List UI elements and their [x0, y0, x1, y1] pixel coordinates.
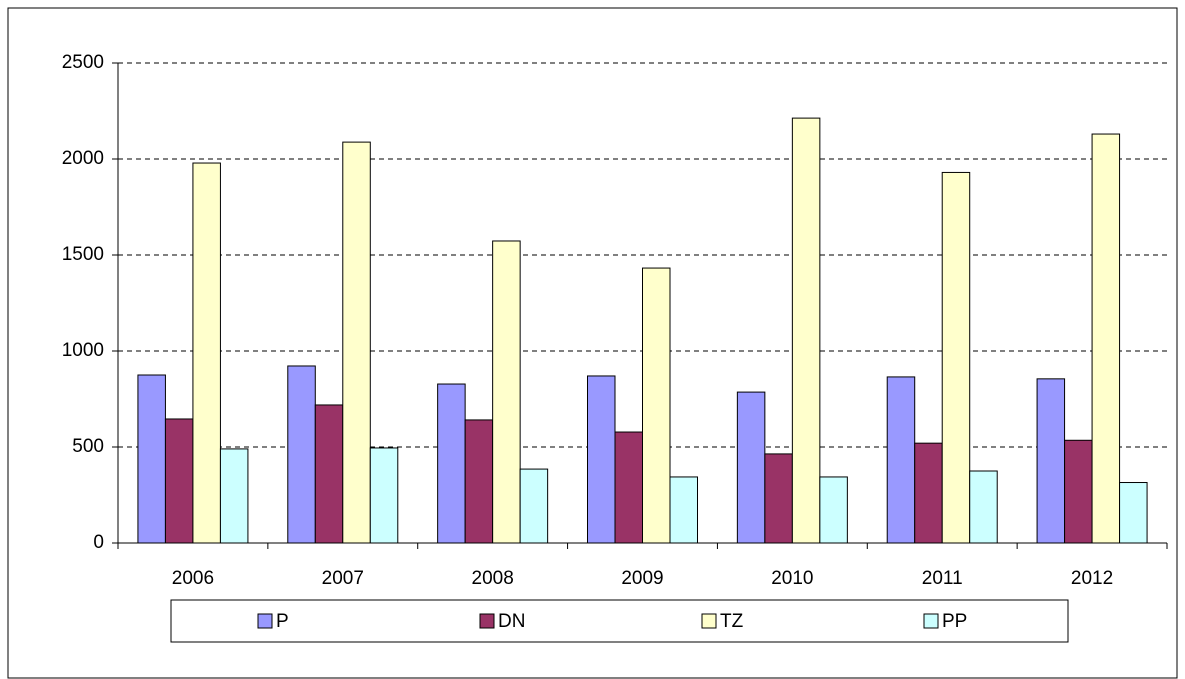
y-tick-label: 0 — [93, 532, 104, 553]
bar — [669, 476, 698, 544]
bar — [219, 448, 249, 544]
legend-swatch — [257, 613, 273, 629]
bar — [819, 476, 848, 544]
bar — [192, 162, 221, 544]
x-tick-label: 2009 — [621, 568, 663, 589]
bar — [614, 431, 643, 544]
y-tick-label: 500 — [72, 436, 104, 457]
bar — [791, 117, 821, 544]
x-tick-label: 2010 — [771, 568, 813, 589]
legend-label: P — [276, 611, 289, 632]
legend-box — [170, 599, 1069, 643]
bar — [519, 468, 549, 544]
bar — [492, 240, 521, 544]
bar — [914, 442, 943, 544]
bar — [1064, 439, 1093, 544]
bar — [437, 383, 466, 544]
bar — [642, 267, 671, 544]
x-tick-label: 2007 — [322, 568, 364, 589]
bar — [464, 419, 494, 544]
bar — [1036, 378, 1066, 544]
bar — [287, 365, 316, 544]
y-tick-label: 1000 — [62, 340, 104, 361]
legend-label: DN — [498, 611, 525, 632]
y-tick-label: 2000 — [62, 148, 104, 169]
bar — [1091, 133, 1121, 544]
bar — [137, 374, 166, 544]
y-tick-label: 1500 — [62, 244, 104, 265]
bar — [1119, 482, 1148, 544]
legend-label: PP — [942, 611, 967, 632]
legend-swatch — [479, 613, 495, 629]
y-tick-label: 2500 — [62, 52, 104, 73]
bar — [969, 470, 998, 544]
bar — [369, 447, 399, 544]
bar — [941, 171, 971, 544]
bar — [736, 391, 766, 544]
bar — [314, 404, 344, 544]
legend-label: TZ — [720, 611, 744, 632]
bar — [342, 141, 371, 544]
legend-swatch — [923, 613, 939, 629]
x-tick-label: 2012 — [1071, 568, 1113, 589]
bar — [164, 418, 194, 544]
bar — [886, 376, 916, 544]
x-tick-label: 2008 — [472, 568, 514, 589]
x-tick-label: 2011 — [922, 568, 963, 589]
bar — [587, 375, 616, 544]
x-tick-label: 2006 — [172, 568, 214, 589]
legend-swatch — [701, 613, 717, 629]
bar — [764, 453, 793, 544]
